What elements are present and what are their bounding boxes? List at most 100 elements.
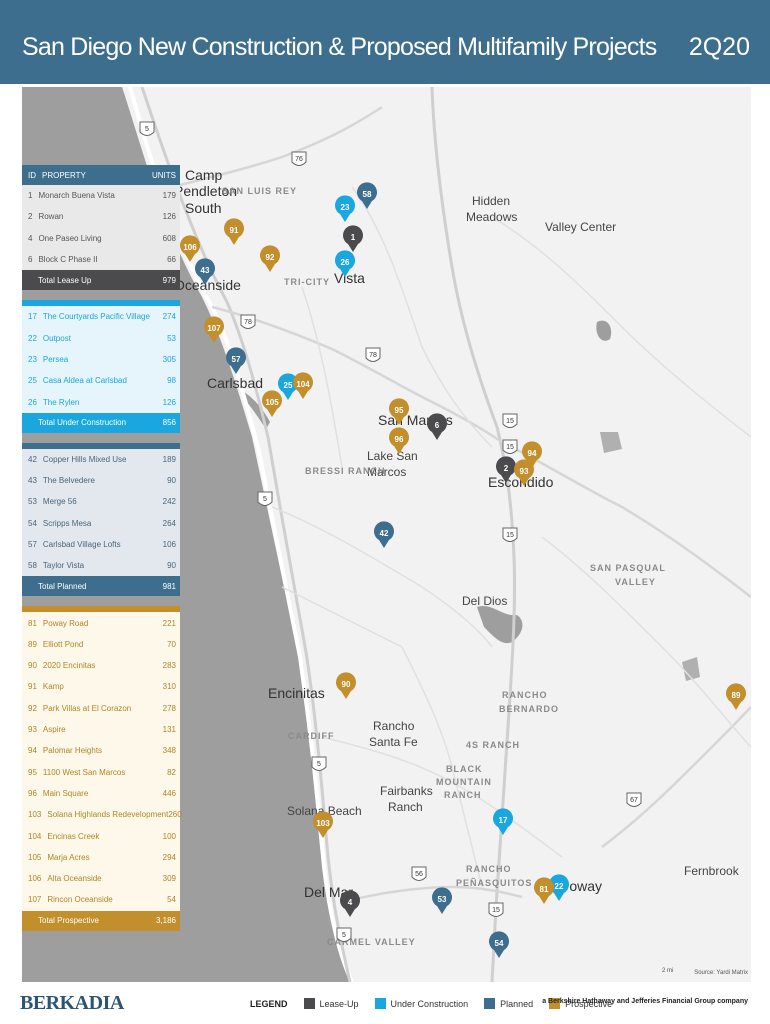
marker-label: 53 xyxy=(438,895,447,904)
project-marker-4[interactable]: 4 xyxy=(340,890,360,917)
marker-pin xyxy=(374,521,395,548)
row-name: Persea xyxy=(42,354,69,364)
table-row: 103 Solana Highlands Redevelopment 260 xyxy=(22,804,182,826)
project-marker-92[interactable]: 92 xyxy=(260,245,280,272)
place-lake-san-marcos-1: Lake San xyxy=(367,449,418,463)
svg-text:5: 5 xyxy=(342,932,346,939)
lake-2 xyxy=(596,320,612,341)
row-id: 58 xyxy=(28,561,37,571)
place-hidden-meadows-1: Hidden xyxy=(472,194,510,208)
project-marker-43[interactable]: 43 xyxy=(195,258,216,285)
svg-text:15: 15 xyxy=(492,907,500,914)
row-id: 57 xyxy=(28,540,37,549)
legend-swatch xyxy=(549,998,561,1009)
coast-road xyxy=(128,87,354,982)
project-marker-57[interactable]: 57 xyxy=(226,347,246,374)
highway-shield-icon: 15 xyxy=(502,439,518,454)
project-marker-93[interactable]: 93 xyxy=(514,459,535,486)
marker-pin xyxy=(356,182,377,209)
row-units: 278 xyxy=(162,703,176,713)
project-marker-90[interactable]: 90 xyxy=(336,672,356,699)
legend-item-under-construction: Under Construction xyxy=(374,998,469,1009)
row-units: 309 xyxy=(162,874,176,884)
marker-label: 57 xyxy=(232,355,241,364)
project-marker-22[interactable]: 22 xyxy=(549,874,569,901)
svg-text:15: 15 xyxy=(506,418,514,425)
project-marker-105[interactable]: 105 xyxy=(262,390,282,417)
marker-label: 43 xyxy=(201,266,210,275)
group-total-row: Total Planned 981 xyxy=(22,576,180,597)
highway-shield-icon: 67 xyxy=(626,792,642,807)
table-row: 95 1100 West San Marcos 82 xyxy=(22,761,180,783)
row-units: 90 xyxy=(167,476,176,486)
place-lake-san-marcos-2: Marcos xyxy=(367,465,406,479)
place-encinitas: Encinitas xyxy=(268,685,325,701)
total-label: Total Under Construction xyxy=(38,418,127,428)
place-fernbrook: Fernbrook xyxy=(684,864,740,878)
project-marker-106[interactable]: 106 xyxy=(180,235,201,262)
project-marker-94[interactable]: 94 xyxy=(522,441,542,468)
period-label: 2Q20 xyxy=(688,33,750,61)
row-id: 25 xyxy=(28,376,37,386)
marker-label: 4 xyxy=(348,898,353,907)
panel-header: ID PROPERTY UNITS xyxy=(22,165,180,185)
table-row: 104 Encinas Creek 100 xyxy=(22,825,180,847)
project-marker-54[interactable]: 54 xyxy=(489,931,509,958)
row-id: 96 xyxy=(28,788,37,798)
row-name: Copper Hills Mixed Use xyxy=(42,454,127,464)
row-id: 42 xyxy=(28,454,37,464)
marker-label: 42 xyxy=(380,529,389,538)
project-marker-42[interactable]: 42 xyxy=(374,521,395,548)
project-marker-25[interactable]: 25 xyxy=(278,373,299,400)
table-row: 94 Palomar Heights 348 xyxy=(22,740,180,762)
panel-group-bar xyxy=(22,300,180,307)
row-id: 91 xyxy=(28,682,37,692)
row-id: 104 xyxy=(28,831,42,841)
project-marker-81[interactable]: 81 xyxy=(534,877,555,904)
row-id: 26 xyxy=(28,397,37,407)
table-row: 25 Casa Aldea at Carlsbad 98 xyxy=(22,370,180,392)
row-units: 53 xyxy=(167,333,176,343)
place-camp-pendleton-2: Pendleton xyxy=(174,183,237,199)
row-units: 348 xyxy=(162,746,176,756)
project-marker-53[interactable]: 53 xyxy=(432,887,452,914)
project-marker-2[interactable]: 2 xyxy=(496,456,516,483)
place-fairbanks-1: Fairbanks xyxy=(380,784,433,798)
row-name: Kamp xyxy=(42,682,64,692)
marker-label: 2 xyxy=(504,464,509,473)
place-4s-ranch: 4S RANCH xyxy=(466,740,520,750)
project-marker-23[interactable]: 23 xyxy=(334,195,355,222)
project-marker-89[interactable]: 89 xyxy=(726,683,746,710)
row-units: 106 xyxy=(162,540,176,549)
project-marker-104[interactable]: 104 xyxy=(293,372,313,399)
place-black-mountain-3: RANCH xyxy=(444,790,482,800)
legend-label: Under Construction xyxy=(390,998,469,1009)
marker-label: 22 xyxy=(555,882,564,891)
table-row: 91 Kamp 310 xyxy=(22,676,180,698)
marker-label: 90 xyxy=(342,680,351,689)
group-spacer xyxy=(22,596,180,606)
footer: BERKADIA LEGEND Lease-Up Under Constructi… xyxy=(0,984,770,1024)
project-marker-58[interactable]: 58 xyxy=(356,182,377,209)
project-marker-95[interactable]: 95 xyxy=(389,398,409,425)
highway-shield-icon: 15 xyxy=(502,413,518,428)
marker-label: 1 xyxy=(351,233,356,242)
project-marker-91[interactable]: 91 xyxy=(223,218,245,245)
project-marker-107[interactable]: 107 xyxy=(204,316,224,343)
marker-pin xyxy=(226,347,246,374)
panel-group-bar xyxy=(22,606,180,613)
place-san-luis-rey: SAN LUIS REY xyxy=(222,186,297,196)
lake-hodges xyxy=(477,605,523,644)
project-marker-17[interactable]: 17 xyxy=(493,808,513,835)
legend-title: LEGEND xyxy=(250,998,288,1009)
project-marker-103[interactable]: 103 xyxy=(313,811,333,838)
svg-text:5: 5 xyxy=(145,126,149,133)
legend-label: Planned xyxy=(500,998,534,1009)
project-marker-1[interactable]: 1 xyxy=(343,225,364,252)
project-marker-96[interactable]: 96 xyxy=(389,427,409,454)
project-markers: 1 2 4 6 17 22 23 25 26 42 43 53 54 57 58 81 89 90 91 92 93 94… xyxy=(180,182,746,958)
project-marker-6[interactable]: 6 xyxy=(427,413,448,440)
highway-76 xyxy=(171,105,383,189)
row-name: Monarch Buena Vista xyxy=(38,191,115,201)
project-marker-26[interactable]: 26 xyxy=(334,250,355,277)
